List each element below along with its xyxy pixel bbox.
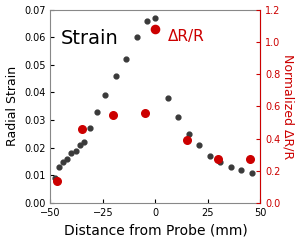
Point [229, 165, 233, 169]
Point [111, 113, 116, 116]
Point [103, 93, 107, 97]
Point [54, 179, 59, 183]
Point [176, 115, 181, 119]
X-axis label: Distance from Probe (mm): Distance from Probe (mm) [64, 224, 247, 237]
Text: ΔR/R: ΔR/R [168, 29, 205, 44]
Y-axis label: Radial Strain: Radial Strain [6, 66, 19, 146]
Point [80, 127, 84, 131]
Point [218, 160, 223, 164]
Point [250, 171, 254, 174]
Point [216, 157, 221, 161]
Point [56, 165, 61, 169]
Point [197, 143, 202, 147]
Text: Strain: Strain [61, 29, 119, 48]
Point [113, 74, 118, 78]
Point [52, 176, 57, 180]
Point [134, 35, 139, 39]
Point [77, 143, 82, 147]
Point [166, 96, 170, 100]
Point [73, 148, 78, 152]
Point [208, 154, 212, 158]
Point [69, 151, 74, 155]
Point [248, 157, 252, 161]
Y-axis label: Normalized ΔR/R: Normalized ΔR/R [281, 54, 294, 159]
Point [142, 111, 147, 115]
Point [88, 126, 93, 130]
Point [82, 140, 86, 144]
Point [65, 157, 70, 161]
Point [239, 168, 244, 172]
Point [94, 110, 99, 114]
Point [153, 16, 158, 20]
Point [184, 138, 189, 142]
Point [187, 132, 191, 136]
Point [61, 160, 65, 164]
Point [145, 19, 149, 23]
Point [124, 57, 128, 61]
